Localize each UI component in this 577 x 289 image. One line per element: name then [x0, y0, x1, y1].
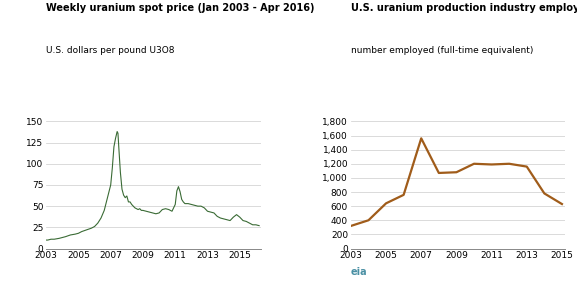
Text: U.S. uranium production industry employment: U.S. uranium production industry employm… — [351, 3, 577, 13]
Text: Weekly uranium spot price (Jan 2003 - Apr 2016): Weekly uranium spot price (Jan 2003 - Ap… — [46, 3, 314, 13]
Text: eia: eia — [351, 267, 368, 277]
Text: U.S. dollars per pound U3O8: U.S. dollars per pound U3O8 — [46, 46, 175, 55]
Text: number employed (full-time equivalent): number employed (full-time equivalent) — [351, 46, 533, 55]
